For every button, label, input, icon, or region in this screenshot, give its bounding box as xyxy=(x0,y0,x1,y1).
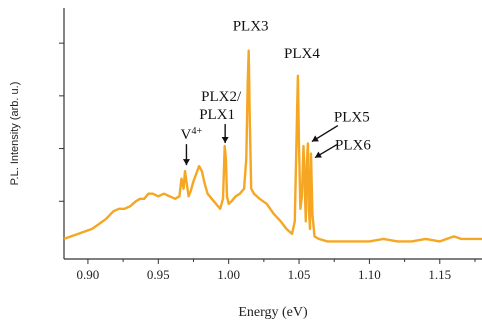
annotation-plx2-label: PLX2/ xyxy=(201,89,242,105)
annotation-v4-arrowhead xyxy=(182,159,190,166)
x-tick-label: 1.05 xyxy=(288,267,311,282)
annotation-plx3-label: PLX3 xyxy=(233,19,269,35)
x-tick-label: 1.00 xyxy=(217,267,240,282)
annotation-plx6-arrowhead xyxy=(315,151,322,158)
peak-annotations: V 4+ PLX2/PLX1 PLX3 PLX4 PLX5 PLX6 xyxy=(180,19,371,166)
x-ticks: 0.90 0.95 1.00 1.05 1.10 1.15 xyxy=(77,259,476,282)
annotation-plx2-arrowhead xyxy=(221,137,229,144)
annotation-plx5-arrowhead xyxy=(311,135,319,142)
pl-spectrum-series-line xyxy=(63,49,482,243)
x-tick-label: 0.90 xyxy=(77,267,100,282)
annotation-v4-superscript: 4+ xyxy=(191,126,202,137)
annotation-plx4-label: PLX4 xyxy=(284,46,320,62)
x-tick-label: 0.95 xyxy=(147,267,170,282)
annotation-plx5-label: PLX5 xyxy=(334,110,370,126)
annotation-plx1-label: PLX1 xyxy=(199,107,235,123)
annotation-v4-label: V xyxy=(180,127,191,143)
x-tick-label: 1.15 xyxy=(428,267,451,282)
x-axis-label: Energy (eV) xyxy=(238,305,308,320)
axes: 0.90 0.95 1.00 1.05 1.10 1.15 xyxy=(59,8,482,282)
y-ticks xyxy=(59,42,64,202)
x-tick-label: 1.10 xyxy=(358,267,381,282)
y-axis-label: P.L. Intensity (arb. u.) xyxy=(9,82,21,186)
annotation-plx6-label: PLX6 xyxy=(335,138,371,154)
